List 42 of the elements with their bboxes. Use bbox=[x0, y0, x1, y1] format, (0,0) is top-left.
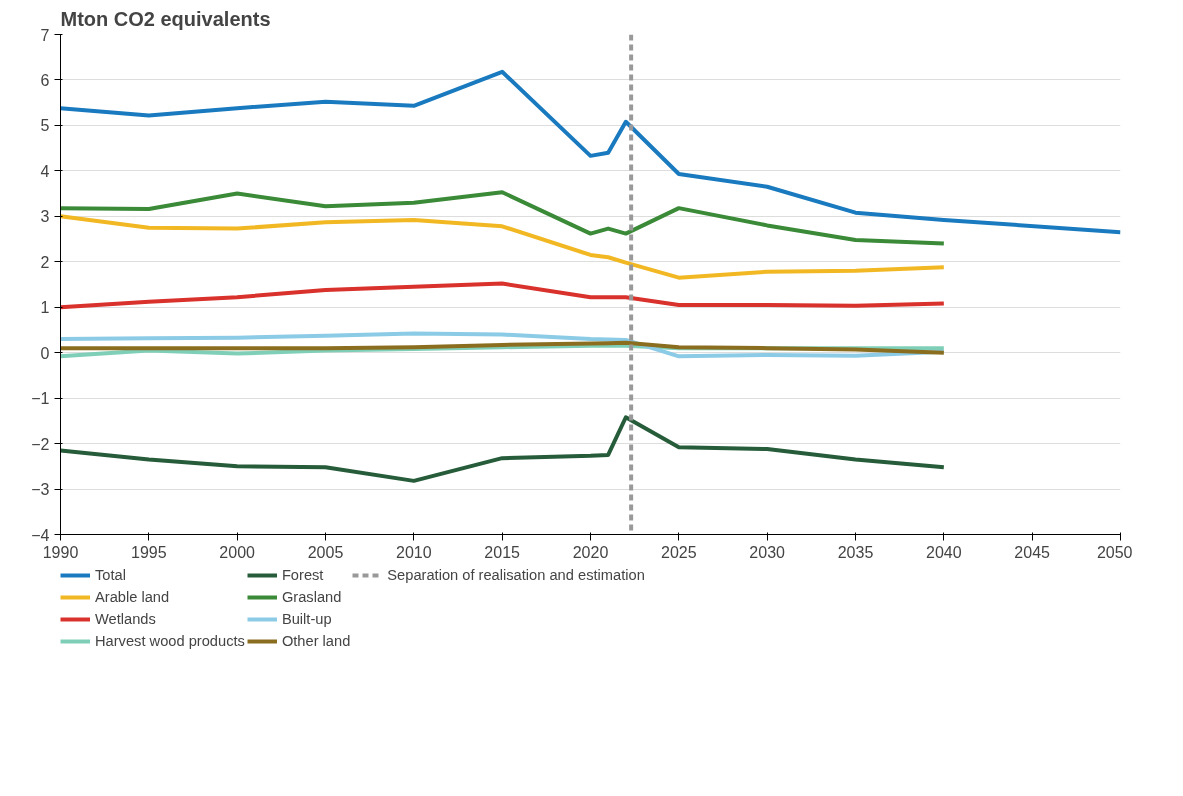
y-tick-label: 0 bbox=[40, 344, 50, 362]
legend-label: Total bbox=[95, 567, 126, 583]
line-series bbox=[60, 69, 1121, 235]
legend-label: Harvest wood products bbox=[95, 633, 245, 649]
x-tick-label: 2000 bbox=[219, 543, 256, 561]
legend-label: Separation of realisation and estimation bbox=[387, 567, 645, 583]
x-tick-label: 2050 bbox=[1096, 543, 1133, 561]
y-tick-label: 2 bbox=[40, 253, 50, 271]
x-tick-label: 2015 bbox=[484, 543, 521, 561]
legend-label: Arable land bbox=[95, 589, 170, 605]
y-tick-label: 1 bbox=[40, 299, 50, 317]
x-tick-label: 2025 bbox=[661, 543, 697, 561]
x-tick-label: 2005 bbox=[307, 543, 344, 561]
line-series bbox=[60, 340, 946, 355]
y-tick-label: 6 bbox=[40, 71, 50, 89]
legend-label: Grasland bbox=[281, 589, 342, 605]
x-tick-label: 2030 bbox=[749, 543, 786, 561]
x-tick-label: 2045 bbox=[1014, 543, 1051, 561]
x-tick-label: 1995 bbox=[131, 543, 167, 561]
legend-label: Other land bbox=[281, 633, 351, 649]
x-tick-label: 2020 bbox=[572, 543, 609, 561]
y-tick-label: −3 bbox=[31, 481, 50, 499]
y-tick-label: 3 bbox=[40, 208, 50, 226]
x-tick-label: 2010 bbox=[396, 543, 432, 561]
x-tick-label: 1990 bbox=[42, 543, 79, 561]
line-series bbox=[60, 281, 946, 310]
legend-label: Forest bbox=[281, 567, 324, 583]
y-tick-label: 5 bbox=[40, 117, 50, 135]
chart-title: Mton CO2 equivalents bbox=[60, 7, 271, 30]
legend-label: Wetlands bbox=[95, 611, 156, 627]
line-series bbox=[60, 190, 946, 246]
line-series bbox=[60, 214, 946, 280]
y-tick-label: −1 bbox=[31, 390, 50, 408]
y-tick-label: 7 bbox=[40, 26, 50, 44]
x-tick-label: 2040 bbox=[926, 543, 962, 561]
y-tick-label: −2 bbox=[31, 435, 50, 453]
line-series bbox=[60, 415, 946, 483]
y-tick-label: −4 bbox=[31, 526, 50, 544]
y-tick-label: 4 bbox=[40, 162, 50, 180]
legend-label: Built-up bbox=[281, 611, 332, 627]
line-series bbox=[60, 331, 946, 359]
x-tick-label: 2035 bbox=[837, 543, 874, 561]
